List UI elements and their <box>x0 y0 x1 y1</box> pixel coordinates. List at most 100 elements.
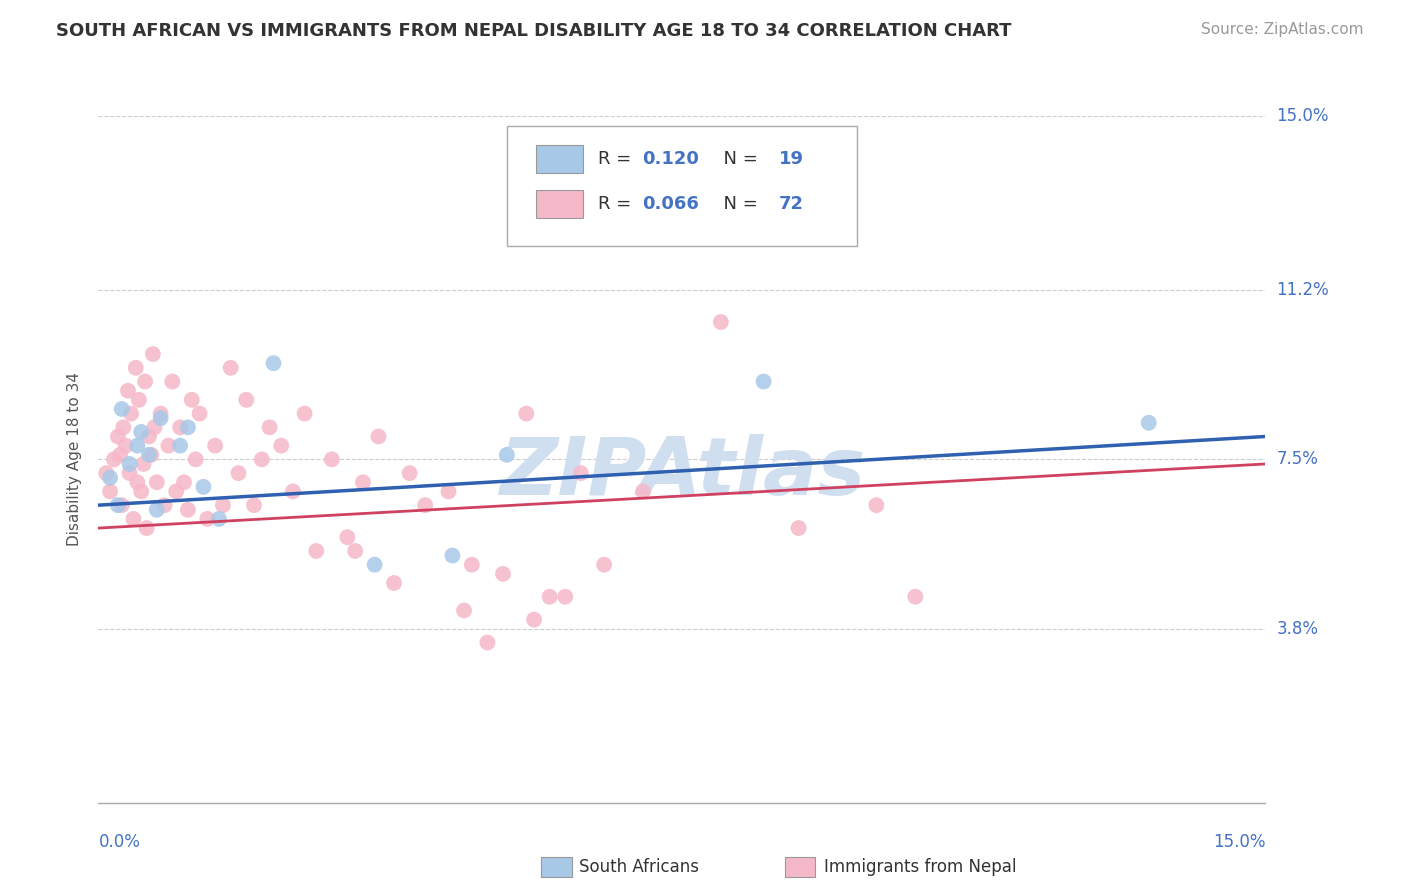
Point <box>96 466 118 480</box>
Point <box>631 484 654 499</box>
Point <box>138 429 160 443</box>
Point <box>118 457 141 471</box>
Text: 3.8%: 3.8% <box>1277 620 1319 638</box>
Point <box>515 407 537 421</box>
Point <box>752 375 775 389</box>
Point <box>495 448 517 462</box>
Text: South Africans: South Africans <box>579 858 699 876</box>
Point <box>219 360 242 375</box>
Point <box>259 420 281 434</box>
Point <box>169 420 191 434</box>
Point <box>193 480 215 494</box>
Text: R =: R = <box>598 150 637 169</box>
Text: N =: N = <box>713 194 763 213</box>
Text: 0.066: 0.066 <box>643 194 699 213</box>
Point <box>461 558 484 572</box>
Point <box>188 407 211 421</box>
Point <box>157 439 180 453</box>
Point <box>122 512 145 526</box>
Text: 15.0%: 15.0% <box>1277 107 1329 125</box>
Point <box>173 475 195 490</box>
Point <box>129 425 152 439</box>
Point <box>103 452 125 467</box>
Point <box>143 420 166 434</box>
Point <box>382 576 405 591</box>
Point <box>108 448 131 462</box>
Point <box>352 475 374 490</box>
Point <box>129 484 152 499</box>
Point <box>153 498 176 512</box>
Point <box>132 457 155 471</box>
Text: 19: 19 <box>779 150 804 169</box>
Point <box>117 384 139 398</box>
Point <box>228 466 250 480</box>
Text: ZIPAtlas: ZIPAtlas <box>499 434 865 512</box>
Point <box>437 484 460 499</box>
Point <box>107 429 129 443</box>
Point <box>112 420 135 434</box>
Y-axis label: Disability Age 18 to 34: Disability Age 18 to 34 <box>67 372 83 547</box>
Point <box>146 475 169 490</box>
Point <box>270 439 292 453</box>
Point <box>336 530 359 544</box>
Point <box>212 498 235 512</box>
Point <box>118 466 141 480</box>
Point <box>250 452 273 467</box>
Text: SOUTH AFRICAN VS IMMIGRANTS FROM NEPAL DISABILITY AGE 18 TO 34 CORRELATION CHART: SOUTH AFRICAN VS IMMIGRANTS FROM NEPAL D… <box>56 22 1012 40</box>
Point <box>98 471 121 485</box>
Point <box>1137 416 1160 430</box>
Text: Source: ZipAtlas.com: Source: ZipAtlas.com <box>1201 22 1364 37</box>
Point <box>162 375 184 389</box>
Point <box>243 498 266 512</box>
Text: 0.120: 0.120 <box>643 150 699 169</box>
Point <box>441 549 464 563</box>
Point <box>149 411 172 425</box>
Point <box>120 407 142 421</box>
Point <box>146 502 169 516</box>
Point <box>235 392 257 407</box>
Text: 0.0%: 0.0% <box>98 833 141 851</box>
Point <box>141 448 163 462</box>
Text: 11.2%: 11.2% <box>1277 281 1329 299</box>
Text: 7.5%: 7.5% <box>1277 450 1319 468</box>
Point <box>177 420 200 434</box>
Point <box>195 512 218 526</box>
Point <box>149 407 172 421</box>
Point <box>305 544 328 558</box>
Point <box>321 452 343 467</box>
Point <box>281 484 304 499</box>
Point <box>142 347 165 361</box>
Point <box>569 466 592 480</box>
Point <box>204 439 226 453</box>
Point <box>262 356 284 370</box>
Point <box>125 360 148 375</box>
Point <box>177 502 200 516</box>
Point <box>367 429 389 443</box>
Point <box>98 484 121 499</box>
Point <box>128 392 150 407</box>
Point <box>184 452 207 467</box>
Point <box>135 521 157 535</box>
Text: N =: N = <box>713 150 763 169</box>
Point <box>398 466 420 480</box>
Point <box>593 558 616 572</box>
Point <box>111 402 134 417</box>
Text: Immigrants from Nepal: Immigrants from Nepal <box>824 858 1017 876</box>
Point <box>865 498 887 512</box>
Point <box>492 566 515 581</box>
Point <box>169 439 191 453</box>
FancyBboxPatch shape <box>506 127 856 246</box>
Point <box>538 590 561 604</box>
Point <box>453 603 475 617</box>
Point <box>111 498 134 512</box>
Point <box>208 512 231 526</box>
Point <box>107 498 129 512</box>
Text: 15.0%: 15.0% <box>1213 833 1265 851</box>
Point <box>413 498 436 512</box>
Point <box>134 375 156 389</box>
Point <box>363 558 385 572</box>
Point <box>165 484 187 499</box>
Point <box>180 392 202 407</box>
FancyBboxPatch shape <box>536 145 582 173</box>
Point <box>127 475 149 490</box>
